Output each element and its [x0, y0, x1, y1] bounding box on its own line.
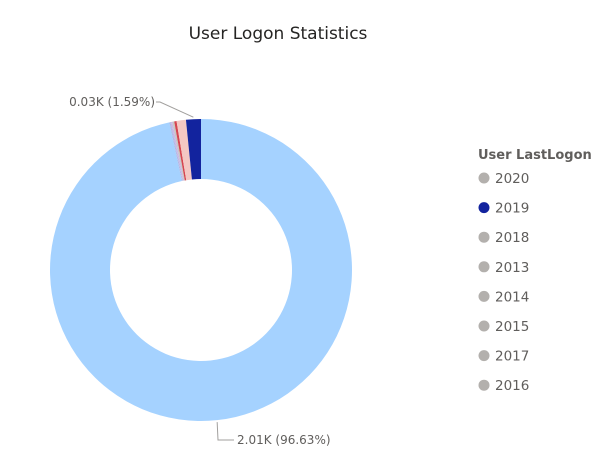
legend-item-2017[interactable]: 2017 [478, 349, 530, 365]
legend-label-2015: 2015 [495, 319, 529, 335]
legend-marker-2015 [478, 320, 490, 332]
legend-label-2018: 2018 [495, 230, 529, 246]
slice-2014[interactable] [172, 121, 185, 181]
legend-label-2017: 2017 [495, 349, 529, 365]
slice-2016[interactable] [169, 122, 183, 182]
legend-marker-2017 [478, 350, 490, 362]
legend-marker-2014 [478, 290, 490, 302]
legend-marker-2016 [478, 379, 490, 391]
legend-title: User LastLogon [478, 148, 592, 163]
slice-2018[interactable] [176, 119, 192, 181]
leader-line-2019 [156, 101, 194, 118]
data-label-2019: 0.03K (1.59%) [69, 95, 155, 109]
leader-line-2020 [216, 422, 234, 441]
legend-label-2016: 2016 [495, 378, 529, 394]
legend-marker-2013 [478, 261, 490, 273]
chart-title: User Logon Statistics [189, 24, 368, 44]
legend-label-2013: 2013 [495, 260, 529, 276]
slice-2020[interactable] [49, 119, 352, 422]
legend-item-2015[interactable]: 2015 [478, 319, 530, 335]
slice-2015[interactable] [170, 121, 184, 181]
data-labels: 2.01K (96.63%) 0.03K (1.59%) [69, 95, 330, 447]
legend-marker-2019 [478, 202, 490, 214]
slice-2013[interactable] [174, 120, 187, 181]
legend-item-2016[interactable]: 2016 [478, 378, 530, 394]
slice-2017[interactable] [170, 122, 183, 181]
legend-item-2014[interactable]: 2014 [478, 289, 530, 305]
donut-slices [49, 119, 352, 422]
legend-marker-2018 [478, 231, 490, 243]
legend-item-2020[interactable]: 2020 [478, 171, 530, 187]
legend-item-2019[interactable]: 2019 [478, 201, 530, 217]
legend-marker-2020 [478, 172, 490, 184]
legend-label-2014: 2014 [495, 289, 529, 305]
legend-label-2019: 2019 [495, 201, 529, 217]
slice-2019[interactable] [185, 119, 201, 180]
legend: User LastLogon 2020 2019 2018 2013 2014 2015 2… [478, 148, 592, 394]
legend-item-2018[interactable]: 2018 [478, 230, 530, 246]
legend-item-2013[interactable]: 2013 [478, 260, 530, 276]
legend-label-2020: 2020 [495, 171, 529, 187]
data-label-2020: 2.01K (96.63%) [237, 433, 331, 447]
